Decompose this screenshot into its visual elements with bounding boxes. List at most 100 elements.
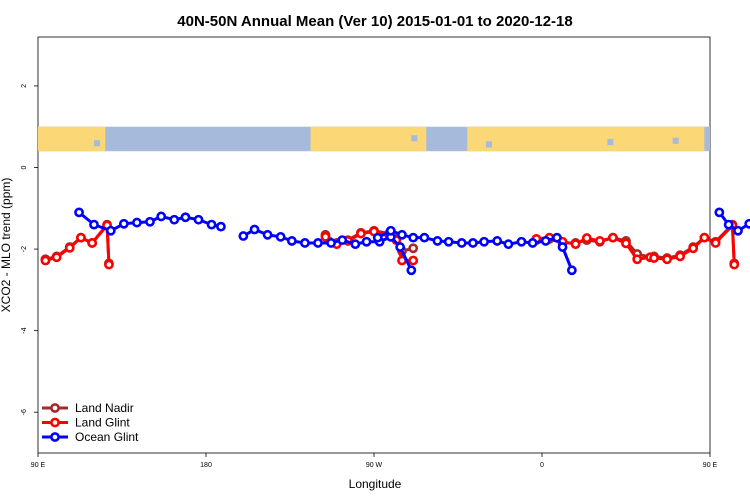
- data-point: [395, 242, 406, 252]
- data-point: [356, 228, 366, 239]
- data-point: [492, 236, 503, 246]
- data-point: [397, 229, 407, 240]
- data-point: [744, 218, 750, 229]
- y-axis-label: XCO2 - MLO trend (ppm): [0, 178, 13, 313]
- data-point: [145, 216, 155, 227]
- data-point: [193, 214, 204, 225]
- data-point: [570, 239, 581, 250]
- data-point: [104, 259, 114, 270]
- data-point: [249, 224, 260, 235]
- data-point: [64, 242, 75, 253]
- data-point: [406, 265, 417, 276]
- data-point: [710, 238, 721, 248]
- data-point: [456, 238, 467, 248]
- data-point: [286, 236, 297, 246]
- y-tick-label: -2: [21, 246, 28, 252]
- data-point: [503, 239, 514, 250]
- data-point: [216, 221, 226, 232]
- map-lake: [607, 138, 614, 146]
- y-axis: 2 0 -2 -4 -6: [21, 84, 38, 415]
- data-point: [608, 232, 618, 243]
- data-point: [89, 219, 99, 230]
- data-point: [337, 235, 348, 246]
- legend-label: Land Nadir: [75, 401, 134, 415]
- x-axis-label: Longitude: [349, 477, 402, 491]
- data-point: [516, 236, 527, 247]
- data-point: [552, 232, 562, 243]
- data-point: [723, 219, 734, 230]
- map-lake: [411, 135, 418, 142]
- data-point: [581, 233, 592, 243]
- data-point: [87, 238, 98, 248]
- data-point: [688, 243, 699, 254]
- data-point: [443, 236, 454, 247]
- data-point: [662, 254, 672, 265]
- chart-title: 40N-50N Annual Mean (Ver 10) 2015-01-01 …: [177, 13, 572, 30]
- data-point: [675, 251, 686, 262]
- data-point: [479, 236, 490, 247]
- data-point: [649, 253, 659, 263]
- x-tick-label: 90 E: [31, 462, 46, 469]
- data-point: [206, 219, 217, 230]
- legend-marker: [50, 417, 60, 428]
- data-point: [40, 255, 51, 266]
- map-land: [38, 126, 106, 152]
- y-tick-label: -6: [21, 409, 28, 415]
- x-axis: 90 E 180 90 W 0 90 E: [31, 453, 718, 469]
- data-point: [432, 236, 443, 246]
- data-point: [156, 211, 167, 222]
- data-point: [275, 231, 286, 242]
- data-point: [733, 225, 743, 236]
- map-land: [310, 126, 427, 152]
- data-point: [699, 232, 710, 243]
- data-point: [566, 265, 577, 276]
- x-tick-label: 180: [200, 462, 212, 469]
- map-lake: [94, 140, 100, 147]
- x-tick-label: 0: [540, 462, 544, 469]
- data-point: [180, 212, 191, 223]
- data-point: [300, 238, 310, 248]
- data-point: [169, 214, 180, 225]
- map-lake: [672, 137, 679, 144]
- data-point: [419, 232, 430, 243]
- map-land: [467, 126, 705, 152]
- data-point: [527, 238, 538, 248]
- data-point: [729, 259, 740, 270]
- data-point: [118, 218, 129, 229]
- data-point: [361, 236, 372, 247]
- data-point: [51, 252, 62, 263]
- data-point: [105, 225, 116, 236]
- data-point: [320, 231, 331, 242]
- series-layer: [40, 207, 750, 276]
- legend-label: Land Glint: [75, 416, 130, 430]
- x-tick-label: 90 E: [703, 462, 718, 469]
- data-point: [632, 254, 643, 265]
- series-4: [714, 207, 750, 236]
- data-point: [372, 232, 383, 243]
- data-point: [540, 236, 551, 246]
- legend-label: Ocean Glint: [75, 430, 139, 444]
- data-point: [262, 229, 273, 240]
- world-map-strip: [38, 126, 710, 152]
- data-point: [313, 238, 323, 248]
- data-point: [714, 207, 725, 218]
- data-point: [594, 236, 605, 246]
- y-tick-label: 2: [21, 84, 28, 88]
- data-point: [621, 238, 631, 249]
- data-point: [76, 232, 86, 243]
- data-point: [557, 242, 568, 252]
- data-point: [385, 225, 396, 236]
- legend-marker: [50, 432, 60, 442]
- series-2: [74, 207, 417, 276]
- data-point: [238, 231, 249, 241]
- data-point: [408, 243, 419, 254]
- data-point: [468, 238, 478, 248]
- data-point: [74, 207, 84, 218]
- data-point: [408, 255, 419, 266]
- data-point: [408, 232, 419, 243]
- series-3: [372, 225, 577, 276]
- data-point: [326, 238, 336, 248]
- plot-frame: [37, 36, 711, 454]
